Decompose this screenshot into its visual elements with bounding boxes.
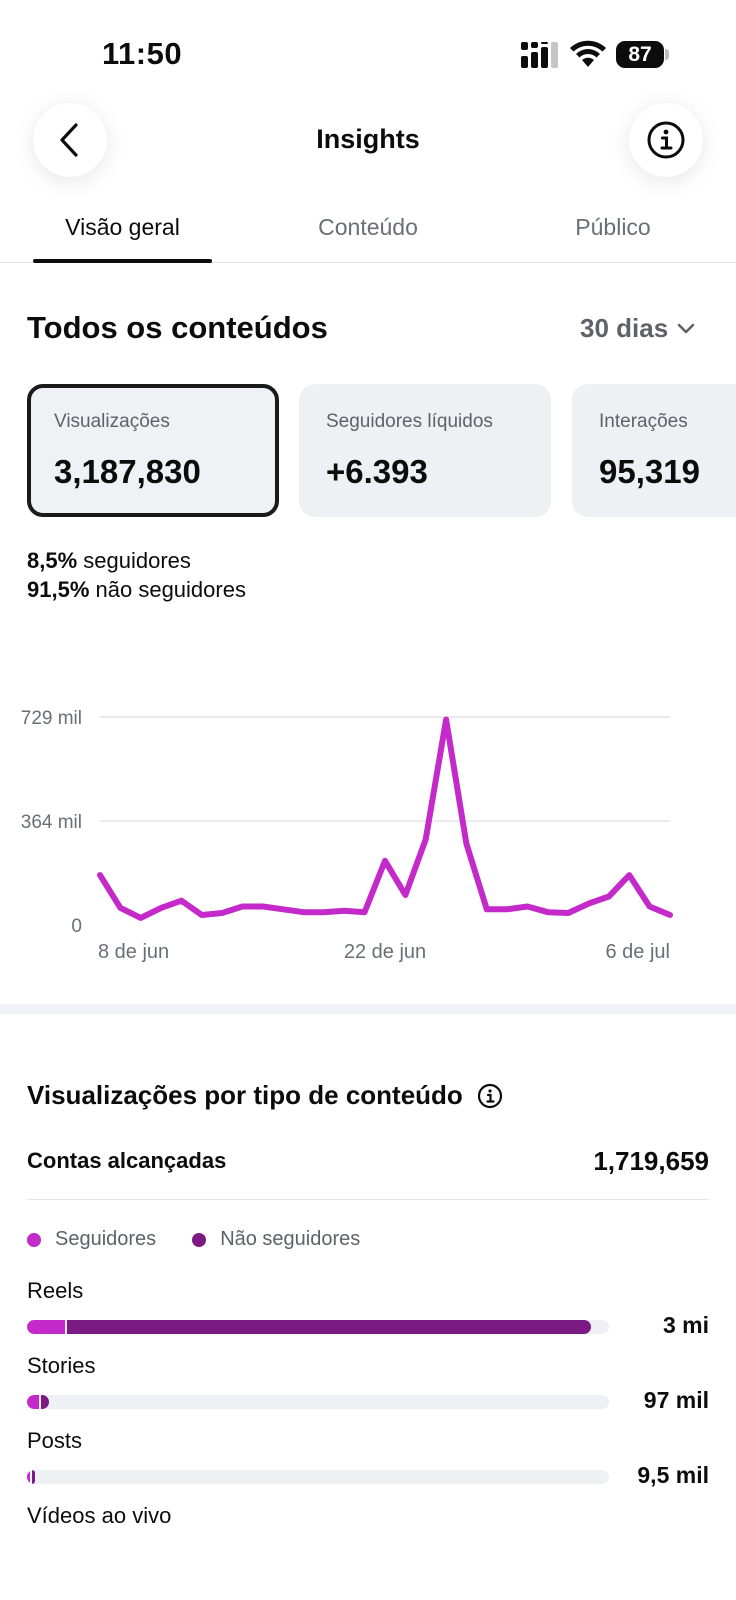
row-value: 3 mi	[662, 1312, 709, 1338]
views-line-chart: 729 mil 364 mil 0 8 de jun 22 de jun 6 de jul	[21, 708, 673, 963]
battery-level: 87	[616, 41, 664, 68]
followers-segment	[27, 1395, 40, 1409]
wifi-icon	[570, 40, 606, 67]
row-value: 9,5 mil	[637, 1462, 709, 1488]
accounts-reached-value: 1,719,659	[593, 1146, 709, 1176]
battery-cap	[665, 49, 669, 60]
metric-label: Visualizações	[54, 411, 170, 432]
info-icon[interactable]	[477, 1083, 503, 1109]
row-value: 97 mil	[643, 1387, 709, 1413]
tab-content[interactable]: Conteúdo	[318, 214, 418, 240]
followers-segment	[27, 1320, 65, 1334]
content-type-title: Visualizações por tipo de conteúdo	[27, 1080, 503, 1111]
followers-pct: 8,5%	[27, 548, 78, 573]
row-label: Vídeos ao vivo	[27, 1503, 172, 1528]
active-tab-indicator	[33, 259, 212, 263]
views-series-line	[97, 716, 673, 921]
content-row-live-videos[interactable]: Vídeos ao vivo	[27, 1503, 709, 1573]
row-bar-track	[27, 1395, 609, 1409]
section-divider	[0, 1004, 736, 1014]
followers-share: 8,5% seguidores	[27, 546, 246, 575]
legend-followers: Seguidores	[27, 1228, 156, 1251]
metric-value: 95,319	[599, 453, 700, 490]
row-bar-track	[27, 1470, 609, 1484]
cellular-signal-icon	[521, 42, 558, 68]
metric-card-views[interactable]: Visualizações 3,187,830	[27, 384, 279, 517]
section-title: Todos os conteúdos	[27, 310, 328, 345]
y-tick-label: 0	[71, 916, 82, 937]
non-followers-share: 91,5% não seguidores	[27, 575, 246, 604]
metric-card-net-followers[interactable]: Seguidores líquidos +6.393	[299, 384, 551, 517]
chevron-left-icon	[60, 123, 78, 157]
tab-overview[interactable]: Visão geral	[65, 214, 180, 240]
y-tick-label: 364 mil	[21, 812, 82, 833]
info-button[interactable]	[629, 103, 703, 177]
non-followers-label: não seguidores	[95, 577, 246, 602]
metric-value: +6.393	[326, 453, 428, 490]
row-bar-track	[27, 1320, 609, 1334]
legend-non-followers: Não seguidores	[192, 1228, 360, 1251]
non-followers-segment	[66, 1320, 591, 1334]
legend-dot-non-followers	[192, 1232, 207, 1247]
period-selector[interactable]: 30 dias	[580, 313, 696, 344]
page-title: Insights	[316, 124, 420, 154]
status-bar: 11:50 87	[0, 0, 736, 100]
row-label: Reels	[27, 1278, 84, 1303]
metric-label: Interações	[599, 411, 688, 432]
row-label: Posts	[27, 1428, 83, 1453]
followers-label: seguidores	[83, 548, 191, 573]
metric-value: 3,187,830	[54, 453, 201, 490]
back-button[interactable]	[33, 103, 107, 177]
accounts-reached-label: Contas alcançadas	[27, 1148, 227, 1173]
non-followers-segment	[41, 1395, 50, 1409]
metric-label: Seguidores líquidos	[326, 411, 493, 432]
period-label: 30 dias	[580, 313, 669, 343]
followers-segment	[27, 1470, 30, 1484]
tab-bar: Visão geral Conteúdo Público	[0, 205, 736, 263]
x-tick-label: 22 de jun	[344, 941, 426, 963]
x-tick-label: 8 de jun	[98, 941, 169, 963]
tab-audience[interactable]: Público	[575, 214, 651, 240]
x-tick-label: 6 de jul	[606, 941, 671, 963]
legend-dot-followers	[27, 1232, 41, 1247]
row-label: Stories	[27, 1353, 96, 1378]
chevron-down-icon	[677, 323, 695, 333]
content-row-stories[interactable]: Stories 97 mil	[27, 1353, 709, 1423]
status-time: 11:50	[102, 36, 183, 71]
y-tick-label: 729 mil	[21, 708, 82, 729]
legend-label: Não seguidores	[220, 1228, 361, 1250]
non-followers-segment	[32, 1470, 35, 1484]
info-icon	[647, 121, 685, 159]
battery-indicator: 87	[616, 41, 669, 68]
legend-label: Seguidores	[55, 1228, 157, 1250]
non-followers-pct: 91,5%	[27, 577, 90, 602]
content-row-posts[interactable]: Posts 9,5 mil	[27, 1428, 709, 1498]
legend: Seguidores Não seguidores	[27, 1228, 396, 1251]
accounts-reached-row: Contas alcançadas 1,719,659	[27, 1146, 709, 1200]
follower-split: 8,5% seguidores 91,5% não seguidores	[27, 546, 246, 604]
content-type-title-text: Visualizações por tipo de conteúdo	[27, 1080, 463, 1110]
metric-card-interactions[interactable]: Interações 95,319	[572, 384, 736, 517]
content-row-reels[interactable]: Reels 3 mi	[27, 1278, 709, 1348]
